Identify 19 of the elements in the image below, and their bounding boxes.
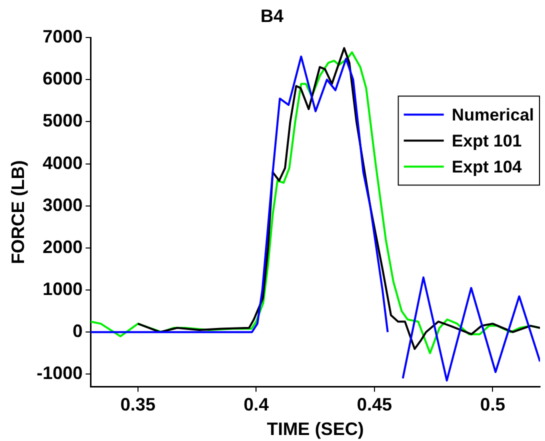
- y-tick-label: 1000: [42, 279, 83, 299]
- legend-label: Expt 104: [452, 157, 522, 176]
- x-axis-title: TIME (SEC): [266, 419, 364, 440]
- chart-title: B4: [260, 6, 284, 26]
- y-tick-label: -1000: [36, 363, 83, 384]
- y-tick-label: 2000: [42, 236, 83, 257]
- y-tick-label: 7000: [42, 26, 83, 47]
- y-axis-title: FORCE (LB): [8, 160, 28, 264]
- x-tick-label: 0.45: [356, 394, 392, 415]
- x-tick-label: 0.4: [244, 394, 269, 415]
- x-tick-label: 0.5: [480, 394, 506, 415]
- y-tick-label: 6000: [42, 68, 83, 89]
- legend-label: Numerical: [452, 105, 534, 124]
- y-tick-label: 4000: [42, 152, 83, 173]
- x-tick-label: 0.35: [120, 394, 156, 415]
- y-tick-label: 0: [72, 321, 83, 342]
- y-tick-label: 5000: [42, 110, 83, 131]
- y-tick-label: 3000: [42, 194, 83, 215]
- legend-label: Expt 101: [452, 131, 522, 150]
